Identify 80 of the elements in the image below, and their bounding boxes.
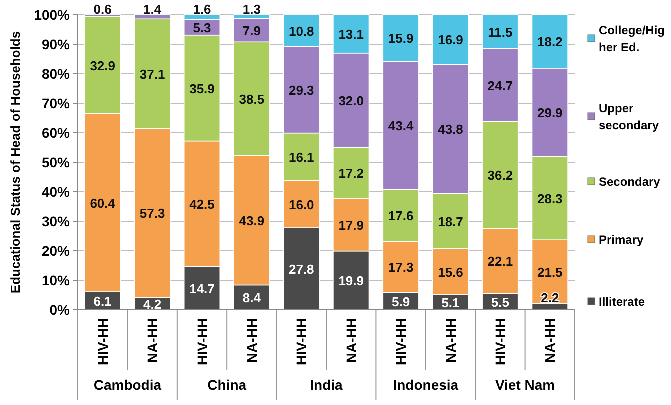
y-tick-label: 30% (42, 214, 71, 230)
y-tick-label: 10% (42, 272, 71, 288)
text: Viet Nam (495, 377, 556, 393)
data-label: 38.5 (239, 92, 265, 107)
data-label: 1.4 (144, 2, 162, 17)
data-label: 35.9 (190, 81, 215, 96)
data-label: 36.2 (488, 168, 514, 184)
text: Cambodia (94, 377, 162, 393)
data-label: 2.2 (541, 290, 560, 306)
data-label: 57.3 (140, 206, 166, 222)
data-label: 8.4 (242, 290, 262, 306)
data-label: 14.7 (190, 281, 215, 296)
legend-label: Upper secondary (599, 102, 660, 132)
data-label: 1.3 (242, 2, 261, 17)
data-label: 18.7 (438, 214, 464, 230)
y-tick-label: 20% (42, 243, 71, 259)
data-label: 37.1 (140, 66, 166, 82)
legend-label: Secondary (599, 175, 661, 189)
data-label: 29.9 (537, 105, 563, 120)
x-tick-label: HIV-HH (294, 318, 310, 366)
x-tick-label: HIV-HH (94, 318, 111, 366)
data-label: 17.9 (338, 218, 364, 233)
data-label: 16.0 (288, 197, 314, 212)
data-label: 21.5 (537, 264, 563, 280)
data-label: 5.5 (491, 294, 510, 310)
data-label: 7.9 (242, 23, 261, 38)
legend-label: Primary (599, 233, 644, 247)
data-label: 29.3 (288, 83, 314, 98)
x-tick-label: NA-HH (244, 318, 260, 364)
data-label: 19.9 (338, 274, 364, 289)
x-tick-label: NA-HH (542, 318, 558, 364)
text: India (310, 377, 344, 393)
y-tick-label: 90% (42, 36, 71, 52)
data-label: 15.9 (388, 31, 414, 46)
data-label: 5.1 (442, 295, 460, 310)
y-tick-label: 70% (42, 96, 71, 112)
data-label: 43.8 (438, 122, 464, 138)
data-label: 27.8 (288, 262, 314, 277)
data-label: 32.9 (90, 58, 116, 74)
text: China (208, 377, 247, 393)
data-label: 60.4 (90, 196, 116, 211)
x-tick-label: HIV-HH (194, 318, 210, 366)
data-label: 17.3 (388, 260, 414, 276)
data-label: 15.6 (438, 264, 464, 280)
legend-label: College/Higher Ed. (599, 24, 666, 54)
x-tick-label: NA-HH (144, 318, 161, 364)
y-tick-label: 100% (34, 7, 71, 23)
data-label: 17.2 (338, 166, 364, 182)
y-tick-label: 80% (42, 66, 71, 82)
data-label: 6.1 (94, 294, 112, 310)
data-label: 24.7 (488, 78, 514, 94)
legend-label: Illiterate (599, 295, 646, 309)
data-label: 0.6 (94, 2, 112, 17)
data-label: 5.3 (193, 20, 212, 36)
y-tick-label: 0% (50, 302, 71, 318)
y-tick-label: 40% (42, 184, 71, 200)
data-label: 42.5 (190, 196, 215, 212)
text: Indonesia (393, 377, 459, 393)
data-label: 1.6 (193, 2, 212, 17)
data-label: 28.3 (537, 191, 563, 206)
data-label: 11.5 (488, 24, 513, 40)
x-tick-label: NA-HH (442, 318, 459, 364)
data-label: 5.9 (392, 294, 410, 310)
data-label: 10.8 (288, 24, 314, 39)
data-label: 43.9 (239, 213, 265, 228)
data-label: 13.1 (338, 27, 364, 42)
y-tick-label: 50% (42, 154, 71, 170)
data-label: 22.1 (488, 254, 514, 270)
data-label: 17.6 (388, 208, 414, 224)
y-tick-label: 60% (42, 125, 71, 141)
data-label: 16.1 (288, 150, 314, 166)
data-label: 4.2 (144, 296, 162, 312)
x-tick-label: HIV-HH (393, 318, 410, 366)
data-label: 16.9 (438, 32, 464, 48)
data-label: 43.4 (388, 118, 414, 134)
data-label: 32.0 (338, 94, 364, 109)
x-tick-label: HIV-HH (492, 318, 508, 366)
x-tick-label: NA-HH (343, 318, 360, 364)
y-axis-title: Educational Status of Head of Households (8, 31, 23, 294)
data-label: 18.2 (537, 34, 563, 50)
